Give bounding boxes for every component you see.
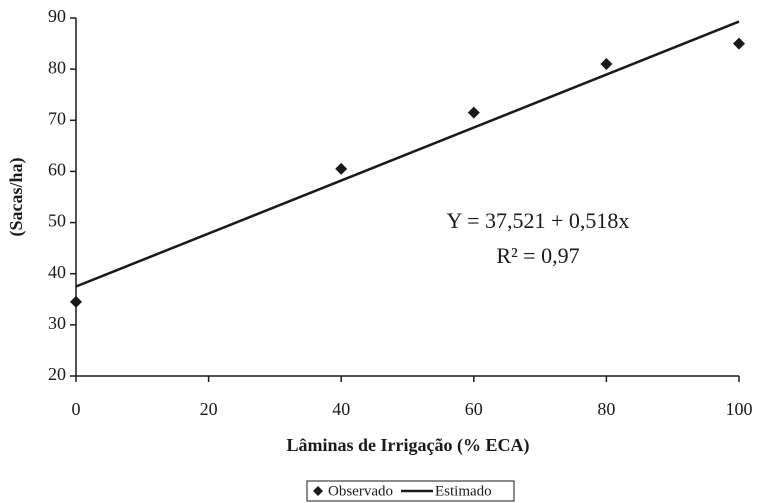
y-tick-label: 60 bbox=[48, 160, 66, 180]
y-axis-label: (Sacas/ha) bbox=[6, 157, 27, 236]
x-tick-label: 100 bbox=[726, 399, 753, 419]
data-point bbox=[733, 37, 745, 50]
legend-label: Observado bbox=[328, 483, 393, 499]
legend-marker bbox=[313, 486, 323, 496]
y-tick-label: 70 bbox=[48, 108, 66, 128]
y-tick-label: 50 bbox=[48, 211, 66, 231]
trend-line bbox=[75, 20, 740, 288]
x-tick-label: 80 bbox=[597, 399, 615, 419]
data-point bbox=[600, 58, 613, 71]
x-axis-label: Lâminas de Irrigação (% ECA) bbox=[287, 435, 530, 456]
legend-label: Estimado bbox=[435, 483, 492, 499]
x-tick-label: 0 bbox=[72, 399, 81, 419]
y-tick-label: 40 bbox=[48, 262, 66, 282]
annotation: R² = 0,97 bbox=[496, 243, 579, 268]
x-tick-label: 20 bbox=[200, 399, 218, 419]
data-point bbox=[467, 106, 480, 119]
y-tick-label: 90 bbox=[48, 6, 66, 26]
y-tick-label: 30 bbox=[48, 313, 66, 333]
x-tick-label: 40 bbox=[332, 399, 350, 419]
data-point bbox=[335, 162, 348, 175]
legend-box bbox=[306, 480, 515, 502]
y-tick-label: 20 bbox=[48, 364, 66, 384]
annotation: Y = 37,521 + 0,518x bbox=[447, 208, 630, 233]
x-tick-label: 60 bbox=[465, 399, 483, 419]
data-point bbox=[70, 295, 82, 308]
y-tick-label: 80 bbox=[48, 57, 66, 77]
